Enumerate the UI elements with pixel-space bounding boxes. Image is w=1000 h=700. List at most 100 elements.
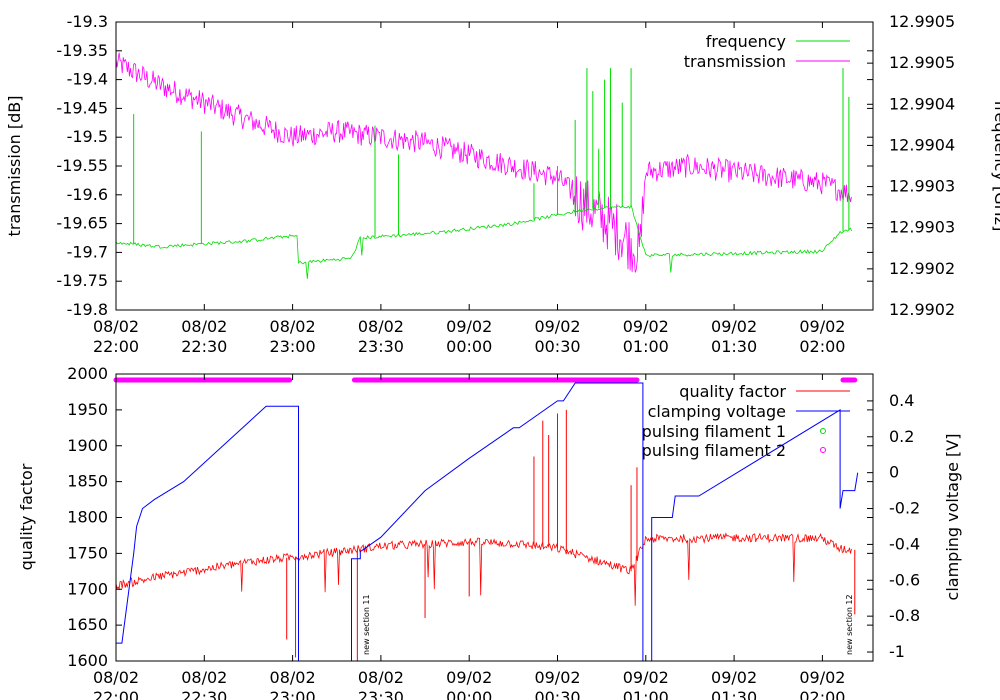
bottom-legend: quality factor clamping voltage pulsing … [642, 382, 850, 460]
legend-swatch-pulsing-filament-2 [820, 447, 826, 453]
x-tick-date: 09/02 [534, 317, 580, 336]
bottom-plot-frame [115, 373, 874, 662]
x-tick-date: 09/02 [799, 317, 845, 336]
x-tick-date: 09/02 [446, 317, 492, 336]
y2-tick-label: -1 [889, 642, 905, 661]
x-tick-date: 08/02 [181, 668, 227, 687]
y2-tick-label: 12.9902 [889, 259, 955, 278]
x-tick-date: 08/02 [270, 668, 316, 687]
y-tick-label: -19.5 [67, 127, 108, 146]
x-tick-time: 23:00 [270, 688, 316, 700]
legend-swatch-pulsing-filament-1 [820, 428, 826, 434]
y-tick-label: 1750 [67, 543, 108, 562]
y-tick-label: -19.35 [56, 41, 108, 60]
legend-label-pulsing-filament-2: pulsing filament 2 [642, 441, 786, 460]
bottom-left-axis-ticks: 2000 1950 1900 1850 1800 1750 1700 1650 1600 [67, 364, 873, 670]
y-tick-label: -19.65 [56, 214, 108, 233]
y-tick-label: 1650 [67, 615, 108, 634]
series-transmission-line [115, 52, 852, 273]
x-tick-date: 09/02 [623, 317, 669, 336]
annotation-new-section-12: new section 12 [845, 594, 854, 655]
annotation-new-section-11: new section 11 [362, 594, 371, 655]
bottom-x-axis-ticks: 08/0222:0008/0222:3008/0223:0008/0223:30… [93, 374, 845, 700]
y-tick-label: -19.55 [56, 156, 108, 175]
x-tick-time: 02:00 [799, 688, 845, 700]
x-tick-time: 23:30 [358, 337, 404, 356]
top-legend: frequency transmission [684, 32, 850, 71]
x-tick-date: 08/02 [181, 317, 227, 336]
y-tick-label: -19.3 [67, 12, 108, 31]
bottom-series-layer [113, 377, 859, 662]
legend-label-pulsing-filament-1: pulsing filament 1 [642, 422, 786, 441]
series-clamping-voltage-line [116, 382, 859, 662]
y2-tick-label: -0.4 [889, 534, 920, 553]
bottom-y-axis-label: quality factor [17, 463, 36, 570]
legend-label-frequency: frequency [706, 32, 786, 51]
y-tick-label: -19.6 [67, 185, 108, 204]
series-frequency-line [115, 204, 853, 279]
x-tick-time: 00:00 [446, 337, 492, 356]
y2-tick-label: 12.9902 [889, 300, 955, 319]
x-tick-date: 08/02 [93, 668, 139, 687]
y2-tick-label: 12.9905 [889, 12, 955, 31]
top-y2-axis-label: frequency [GHz] [991, 101, 1000, 232]
series-quality-factor-line [115, 532, 852, 606]
y2-tick-label: 0.4 [889, 391, 914, 410]
top-plot-frame [115, 21, 874, 311]
y2-tick-label: 12.9904 [889, 135, 955, 154]
quality-clamping-chart: 2000 1950 1900 1850 1800 1750 1700 1650 1600 0.4… [17, 364, 962, 700]
x-tick-time: 00:30 [534, 337, 580, 356]
top-series-layer [115, 52, 853, 279]
y-tick-label: 1950 [67, 400, 108, 419]
top-y-axis-label: transmission [dB] [5, 96, 24, 237]
x-tick-time: 01:00 [623, 337, 669, 356]
x-tick-date: 09/02 [799, 668, 845, 687]
y2-tick-label: -0.2 [889, 499, 920, 518]
transmission-frequency-chart: -19.3 -19.35 -19.4 -19.45 -19.5 -19.55 -19.6 -1… [5, 12, 1000, 356]
y2-tick-label: 12.9903 [889, 177, 955, 196]
legend-label-quality-factor: quality factor [679, 382, 786, 401]
y2-tick-label: 12.9905 [889, 53, 955, 72]
x-tick-date: 09/02 [711, 317, 757, 336]
x-tick-time: 22:30 [181, 337, 227, 356]
y-tick-label: -19.8 [67, 300, 108, 319]
y-tick-label: 1700 [67, 579, 108, 598]
top-x-axis-ticks: 08/0222:0008/0222:3008/0223:0008/0223:30… [93, 22, 845, 356]
y-tick-label: -19.4 [67, 70, 108, 89]
x-tick-time: 02:00 [799, 337, 845, 356]
y-tick-label: 2000 [67, 364, 108, 383]
x-tick-time: 22:00 [93, 337, 139, 356]
bottom-y2-axis-label: clamping voltage [V] [943, 434, 962, 601]
x-tick-date: 08/02 [270, 317, 316, 336]
y-tick-label: -19.7 [67, 242, 108, 261]
legend-label-transmission: transmission [684, 52, 786, 71]
y-tick-label: 1600 [67, 651, 108, 670]
y2-tick-label: 0 [889, 463, 899, 482]
x-tick-time: 23:30 [358, 688, 404, 700]
x-tick-date: 08/02 [358, 668, 404, 687]
x-tick-date: 09/02 [623, 668, 669, 687]
x-tick-date: 08/02 [358, 317, 404, 336]
x-tick-time: 01:00 [623, 688, 669, 700]
bottom-right-axis-ticks: 0.4 0.2 0 -0.2 -0.4 -0.6 -0.8 -1 [867, 391, 920, 661]
y2-tick-label: 12.9903 [889, 218, 955, 237]
x-tick-date: 09/02 [534, 668, 580, 687]
top-right-axis-ticks: 12.9905 12.9905 12.9904 12.9904 12.9903 12.99… [867, 12, 955, 319]
y2-tick-label: 12.9904 [889, 94, 955, 113]
y2-tick-label: 0.2 [889, 427, 914, 446]
y2-tick-label: -0.8 [889, 606, 920, 625]
x-tick-time: 22:30 [181, 688, 227, 700]
x-tick-time: 01:30 [711, 337, 757, 356]
x-tick-date: 08/02 [93, 317, 139, 336]
x-tick-time: 00:30 [534, 688, 580, 700]
x-tick-time: 00:00 [446, 688, 492, 700]
legend-label-clamping-voltage: clamping voltage [648, 402, 786, 421]
y2-tick-label: -0.6 [889, 570, 920, 589]
x-tick-time: 23:00 [270, 337, 316, 356]
y-tick-label: 1900 [67, 436, 108, 455]
x-tick-date: 09/02 [446, 668, 492, 687]
y-tick-label: 1800 [67, 508, 108, 527]
x-tick-time: 01:30 [711, 688, 757, 700]
x-tick-time: 22:00 [93, 688, 139, 700]
